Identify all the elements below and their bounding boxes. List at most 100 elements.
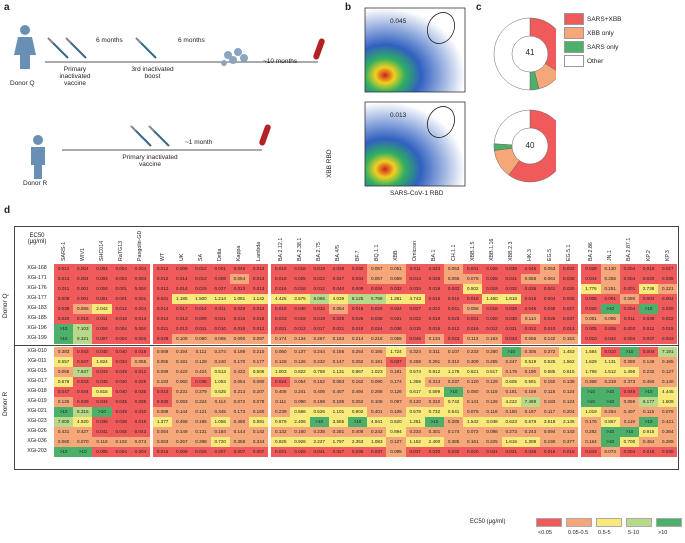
heatmap-cell: 0.090 — [229, 334, 249, 344]
legend-swatch — [596, 518, 622, 527]
heatmap-cell: 3.048 — [482, 417, 502, 427]
heatmap-cell: 0.041 — [463, 264, 483, 274]
heatmap-cell: 0.267 — [172, 437, 192, 447]
heatmap-cell: 0.005 — [581, 294, 601, 304]
heatmap-cell: 1.824 — [92, 357, 112, 367]
heatmap-cell: 0.016 — [559, 447, 579, 457]
heatmap-cell: 0.421 — [54, 427, 74, 437]
heatmap-cell: 0.109 — [386, 407, 406, 417]
heatmap-cell: 0.034 — [348, 274, 368, 284]
heatmap-cell: 0.001 — [210, 264, 230, 274]
heatmap-cell: 0.093 — [172, 397, 192, 407]
heatmap-cell: 0.038 — [130, 397, 150, 407]
heatmap-cell: 0.013 — [249, 284, 269, 294]
heatmap-cell: 0.010 — [600, 347, 620, 357]
heatmap-cell: 0.039 — [73, 397, 93, 407]
heatmap-cell: 0.255 — [482, 357, 502, 367]
heatmap-cell: 0.043 — [130, 427, 150, 437]
heatmap-cell: 0.004 — [619, 447, 639, 457]
heatmap-cell: 0.111 — [271, 397, 291, 407]
heatmap-cell: 0.676 — [54, 377, 74, 387]
heatmap-cell: 0.014 — [172, 274, 192, 284]
heatmap-cell: 0.006 — [210, 274, 230, 284]
heatmap-cell: 0.058 — [520, 274, 540, 284]
heatmap-cell: 0.001 — [73, 284, 93, 294]
heatmap-cell: 0.408 — [348, 427, 368, 437]
heatmap-cell: 0.023 — [424, 264, 444, 274]
heatmap-cell: 0.027 — [328, 447, 348, 457]
heatmap-cell: 0.273 — [501, 427, 521, 437]
heatmap-cell: 0.038 — [367, 314, 387, 324]
heatmap-cell: 0.011 — [210, 304, 230, 314]
heatmap-cell: 0.214 — [348, 334, 368, 344]
row-label: XGi-199 — [27, 335, 47, 341]
heatmap-cell: 1.512 — [600, 367, 620, 377]
heatmap-cell: 0.291 — [424, 357, 444, 367]
heatmap-cell: 0.231 — [172, 387, 192, 397]
heatmap-cell: 4.425 — [271, 294, 291, 304]
heatmap-cell: 0.013 — [54, 274, 74, 284]
heatmap-cell: 0.030 — [348, 264, 368, 274]
panel-label-a: a — [4, 2, 10, 13]
heatmap-cell: 0.599 — [424, 387, 444, 397]
heatmap-cell: 0.004 — [619, 304, 639, 314]
heatmap-cell: >10 — [639, 387, 659, 397]
flow-plot-top — [364, 7, 466, 93]
heatmap-cell: >10 — [600, 427, 620, 437]
row-label: XGi-196 — [27, 325, 47, 331]
heatmap-cell: 0.004 — [619, 274, 639, 284]
heatmap-cell: 0.181 — [501, 387, 521, 397]
heatmap-cell: 0.041 — [92, 427, 112, 437]
heatmap-cell: 0.195 — [191, 417, 211, 427]
heatmap-cell: 0.174 — [386, 377, 406, 387]
heatmap-cell: 2.406 — [290, 417, 310, 427]
heatmap-cell: 0.368 — [581, 377, 601, 387]
heatmap-cell: 0.128 — [191, 357, 211, 367]
donut-slice — [508, 109, 556, 183]
legend-swatch — [564, 55, 584, 67]
heatmap-cell: 0.004 — [130, 447, 150, 457]
heatmap-cell: 1.214 — [210, 294, 230, 304]
heatmap-cell: 0.001 — [600, 294, 620, 304]
heatmap-cell: 0.176 — [581, 417, 601, 427]
heatmap-cell: 1.081 — [229, 294, 249, 304]
heatmap-cell: 0.010 — [540, 324, 560, 334]
heatmap-cell: 0.028 — [501, 304, 521, 314]
heatmap-cell: 0.372 — [540, 347, 560, 357]
heatmap-cell: 0.617 — [405, 387, 425, 397]
heatmap-cell: 0.005 — [92, 447, 112, 457]
heatmap-cell: 0.005 — [581, 324, 601, 334]
gate-bottom — [427, 106, 455, 138]
heatmap-cell: 0.031 — [482, 447, 502, 457]
heatmap-cell: 0.018 — [348, 324, 368, 334]
heatmap-cell: 0.010 — [581, 334, 601, 344]
heatmap-cell: 0.007 — [92, 334, 112, 344]
heatmap-cell: >10 — [600, 397, 620, 407]
heatmap-cell: 0.111 — [191, 347, 211, 357]
heatmap-cell: 1.453 — [559, 347, 579, 357]
heatmap-cell: 0.043 — [73, 377, 93, 387]
primary-vaccine-label-q: Primary inactivated vaccine — [59, 66, 91, 87]
heatmap-cell: 0.578 — [405, 407, 425, 417]
heatmap-cell: >10 — [92, 407, 112, 417]
heatmap-cell: 0.027 — [405, 304, 425, 314]
column-header: RaTG13 — [118, 240, 125, 261]
heatmap-cell: 0.195 — [367, 347, 387, 357]
donut-charts — [493, 17, 556, 183]
heatmap-cell: 2.400 — [424, 437, 444, 447]
heatmap-cell: 0.028 — [424, 274, 444, 284]
panel-label-b: b — [345, 2, 352, 13]
heatmap-cell: 0.021 — [501, 324, 521, 334]
heatmap-cell: 0.019 — [309, 264, 329, 274]
heatmap-cell: 0.406 — [309, 387, 329, 397]
heatmap-cell: 0.094 — [540, 427, 560, 437]
heatmap-cell: 0.012 — [309, 284, 329, 294]
heatmap-cell: 0.232 — [639, 367, 659, 377]
heatmap-cell: 0.045 — [229, 264, 249, 274]
heatmap-cell: 0.012 — [520, 324, 540, 334]
column-header: Kappa — [236, 245, 243, 261]
heatmap-cell: 0.033 — [271, 314, 291, 324]
heatmap-cell: 0.137 — [290, 347, 310, 357]
heatmap-cell: 0.450 — [639, 377, 659, 387]
heatmap-cell: 0.028 — [482, 264, 502, 274]
